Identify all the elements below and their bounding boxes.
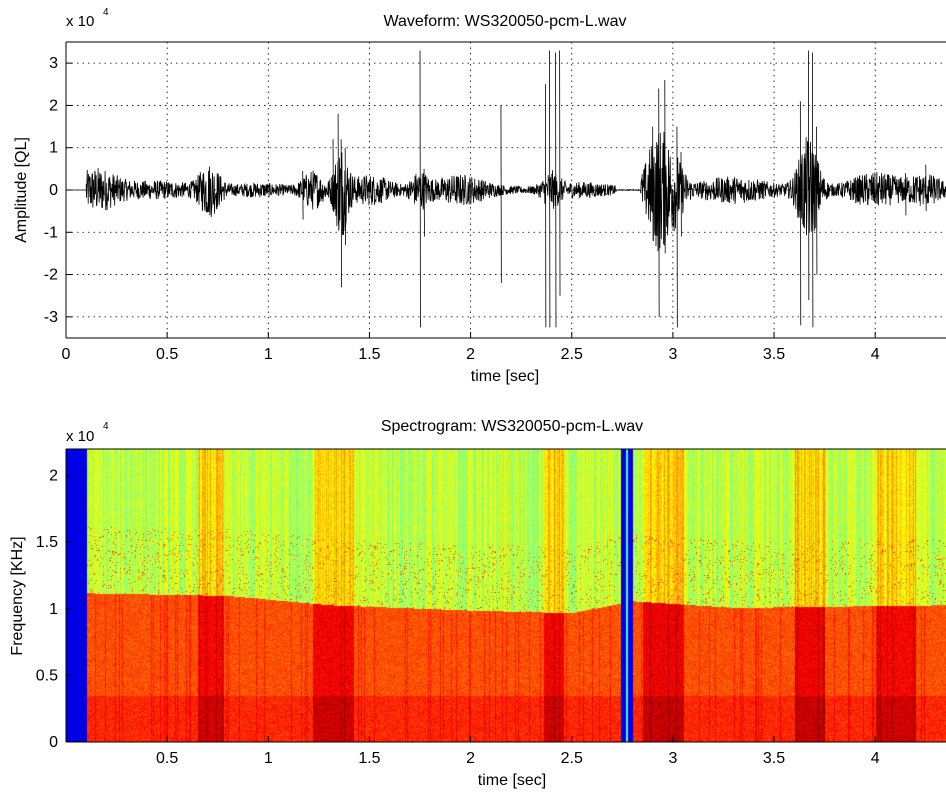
- spectrogram-y-axis-label: Frequency [KHz]: [9, 536, 26, 655]
- waveform-x-tick-label: 2.5: [561, 346, 583, 363]
- waveform-y-multiplier-exponent: 4: [103, 7, 109, 18]
- spectrogram-y-multiplier-exponent: 4: [103, 421, 109, 432]
- waveform-x-tick-label: 1: [264, 346, 273, 363]
- spectrogram-y-tick-label: 1.5: [36, 534, 58, 551]
- spectrogram-y-tick-label: 0.5: [36, 667, 58, 684]
- waveform-x-axis-label: time [sec]: [471, 368, 539, 385]
- spectrogram-title: Spectrogram: WS320050-pcm-L.wav: [381, 418, 643, 435]
- waveform-series-line: [66, 50, 946, 328]
- waveform-y-tick-label: 2: [49, 97, 58, 114]
- waveform-x-tick-label: 3: [668, 346, 677, 363]
- spectrogram-y-tick-label: 0: [49, 734, 58, 751]
- waveform-x-tick-label: 2: [466, 346, 475, 363]
- waveform-title: Waveform: WS320050-pcm-L.wav: [383, 13, 626, 30]
- waveform-panel: Waveform: WS320050-pcm-L.wav x 10 4 0 0.5…: [13, 7, 946, 385]
- waveform-x-tick-label: 4: [871, 346, 880, 363]
- spectrogram-x-tick-label: 3: [668, 750, 677, 767]
- spectrogram-image: [66, 449, 946, 742]
- waveform-y-tick-label: -1: [44, 224, 58, 241]
- spectrogram-x-tick-label: 1: [264, 750, 273, 767]
- spectrogram-x-tick-label: 4: [871, 750, 880, 767]
- spectrogram-x-axis-label: time [sec]: [478, 772, 546, 789]
- waveform-y-tick-label: -2: [44, 267, 58, 284]
- spectrogram-y-multiplier: x 10: [66, 428, 94, 445]
- spectrogram-y-ticks: 2 1.5 1 0.5 0: [36, 468, 72, 751]
- waveform-y-tick-label: 1: [49, 140, 58, 157]
- spectrogram-panel: Spectrogram: WS320050-pcm-L.wav x 10 4 0…: [9, 418, 946, 789]
- spectrogram-x-tick-label: 2: [466, 750, 475, 767]
- spectrogram-x-tick-label: 1.5: [358, 750, 380, 767]
- spectrogram-y-tick-label: 1: [49, 601, 58, 618]
- spectrogram-x-ticks: 0.5 1 1.5 2 2.5 3 3.5 4: [156, 736, 880, 767]
- waveform-y-ticks: 3 2 1 0 -1 -2 -3: [44, 55, 72, 326]
- spectrogram-axes: [65, 448, 946, 743]
- waveform-y-multiplier: x 10: [66, 13, 94, 30]
- waveform-x-tick-label: 3.5: [763, 346, 785, 363]
- spectrogram-y-tick-label: 2: [49, 468, 58, 485]
- spectrogram-x-tick-label: 3.5: [763, 750, 785, 767]
- waveform-x-tick-label: 0.5: [156, 346, 178, 363]
- waveform-y-tick-label: 3: [49, 55, 58, 72]
- spectrogram-x-tick-label: 0.5: [156, 750, 178, 767]
- waveform-x-tick-label: 0: [62, 346, 71, 363]
- waveform-x-tick-label: 1.5: [358, 346, 380, 363]
- waveform-y-tick-label: -3: [44, 309, 58, 326]
- waveform-y-axis-label: Amplitude [QL]: [13, 137, 30, 243]
- waveform-y-tick-label: 0: [49, 182, 58, 199]
- waveform-x-ticks: 0 0.5 1 1.5 2 2.5 3 3.5 4: [62, 332, 880, 363]
- spectrogram-x-tick-label: 2.5: [561, 750, 583, 767]
